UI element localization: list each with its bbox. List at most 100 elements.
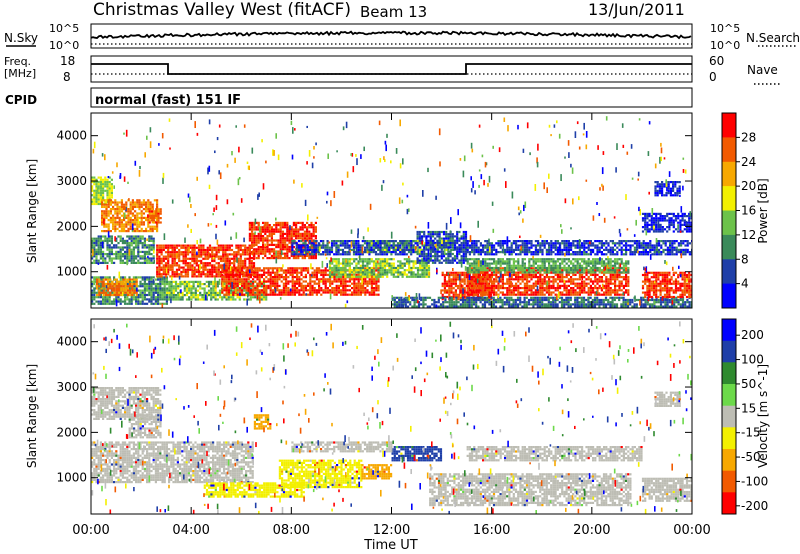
velocity-colorbar-tick-label: 15 — [741, 401, 756, 415]
noise-sky-label: N.Sky — [4, 31, 38, 45]
velocity-panel: 1000 2000 3000 4000 Slant Range [km] 200 100… — [25, 318, 770, 515]
power-y-tick-label: 1000 — [56, 265, 87, 279]
power-colorbar-tick-label: 24 — [741, 155, 756, 169]
velocity-colorbar-segment — [722, 384, 736, 407]
velocity-region-9 — [466, 446, 643, 462]
power-panel: 1000 2000 3000 4000 Slant Range [km] 4 8 12 16… — [25, 112, 770, 309]
velocity-colorbar-tick-label: 200 — [741, 328, 764, 342]
freq-tick-bottom: 8 — [63, 70, 71, 84]
velocity-colorbar-segment — [722, 340, 736, 363]
nave-label: Nave — [747, 63, 778, 77]
velocity-region-3 — [203, 482, 305, 498]
x-axis-label: Time UT — [363, 538, 417, 553]
velocity-region-12 — [253, 414, 272, 430]
velocity-region-5 — [361, 464, 393, 480]
power-speckle — [92, 116, 692, 308]
station-title: Christmas Valley West (fitACF) — [93, 0, 351, 20]
x-tick-label: 04:00 — [172, 523, 209, 538]
noise-panel: N.Sky 10^5 10^0 10^5 10^0 N.Search — [4, 22, 800, 52]
power-heatmap — [91, 116, 692, 308]
cpid-panel — [90, 87, 693, 108]
x-tick-label: 20:00 — [573, 523, 610, 538]
noise-sky-trace — [90, 30, 692, 40]
velocity-colorbar-tick-label: -15 — [741, 426, 761, 440]
power-region-20 — [641, 212, 692, 233]
noise-left-tick-top: 10^5 — [49, 22, 79, 35]
nave-tick-top: 60 — [709, 54, 724, 68]
freq-tick-top: 18 — [60, 54, 75, 68]
power-colorbar-segment — [722, 283, 736, 309]
velocity-colorbar-tick-label: -100 — [741, 474, 768, 488]
date-label: 13/Jun/2011 — [588, 0, 685, 19]
beam-label: Beam 13 — [360, 3, 427, 21]
power-colorbar-segment — [722, 137, 736, 163]
freq-label-line2: [MHz] — [4, 67, 36, 80]
velocity-speckle — [91, 321, 692, 514]
power-region-13 — [416, 230, 468, 264]
power-region-17 — [466, 240, 692, 256]
velocity-heatmap — [91, 321, 692, 514]
velocity-colorbar-tick-label: 100 — [741, 353, 764, 367]
x-tick-label: 12:00 — [373, 523, 410, 538]
velocity-colorbar-tick-label: -50 — [741, 450, 761, 464]
power-colorbar-tick-label: 4 — [741, 277, 749, 291]
noise-left-tick-bottom: 10^0 — [49, 39, 79, 52]
power-colorbar-segment — [722, 259, 736, 285]
cpid-label: CPID — [5, 93, 37, 107]
velocity-colorbar-segment — [722, 362, 736, 385]
power-y-tick-label: 4000 — [56, 129, 87, 143]
x-tick-label: 08:00 — [273, 523, 310, 538]
power-colorbar-label: Power [dB] — [756, 178, 770, 243]
power-colorbar-tick-label: 28 — [741, 130, 756, 144]
velocity-colorbar-segment — [722, 405, 736, 428]
power-region-3 — [91, 235, 155, 264]
velocity-region-1 — [91, 441, 254, 484]
velocity-colorbar-segment — [722, 492, 736, 515]
power-colorbar-tick-label: 8 — [741, 252, 749, 266]
power-region-12 — [291, 240, 417, 256]
velocity-y-axis-label: Slant Range [km] — [25, 364, 39, 468]
power-region-7 — [248, 221, 317, 260]
cpid-value: normal (fast) 151 IF — [95, 93, 241, 108]
velocity-y-tick-label: 3000 — [56, 380, 87, 394]
power-region-19 — [641, 271, 692, 299]
noise-right-tick-top: 10^5 — [710, 22, 740, 35]
velocity-colorbar-segment — [722, 427, 736, 450]
x-tick-label: 16:00 — [473, 523, 510, 538]
velocity-y-tick-label: 1000 — [56, 471, 87, 485]
frequency-trace — [91, 63, 692, 75]
noise-search-label: N.Search — [746, 31, 800, 45]
power-region-21 — [654, 181, 681, 197]
power-colorbar-segment — [722, 113, 736, 138]
power-region-10 — [328, 258, 431, 278]
velocity-region-8 — [429, 473, 632, 507]
power-region-6 — [156, 244, 256, 278]
power-colorbar-segment — [722, 234, 736, 260]
velocity-y-tick-label: 4000 — [56, 335, 87, 349]
power-region-16 — [466, 258, 630, 274]
velocity-colorbar-tick-label: 50 — [741, 377, 756, 391]
power-y-tick-label: 3000 — [56, 174, 87, 188]
velocity-y-tick-label: 2000 — [56, 425, 87, 439]
power-region-0 — [91, 176, 113, 206]
velocity-region-4 — [278, 459, 363, 489]
x-tick-label: 00:00 — [673, 523, 710, 538]
power-colorbar-segment — [722, 161, 736, 187]
freq-label-line1: Freq. — [4, 55, 31, 68]
power-colorbar-tick-label: 16 — [741, 204, 756, 218]
velocity-region-7 — [291, 441, 393, 453]
power-colorbar-segment — [722, 186, 736, 211]
power-colorbar-tick-label: 20 — [741, 179, 756, 193]
power-region-5 — [96, 278, 138, 297]
noise-right-tick-bottom: 10^0 — [710, 39, 740, 52]
power-region-2 — [148, 208, 162, 224]
velocity-colorbar-label: Velocity [m s^-1] — [756, 364, 770, 468]
frequency-panel: Freq. [MHz] 18 8 60 0 Nave — [4, 54, 782, 85]
power-y-tick-label: 2000 — [56, 219, 87, 233]
nave-tick-bottom: 0 — [709, 70, 717, 84]
x-tick-label: 00:00 — [72, 523, 109, 538]
time-axis: 00:00 04:00 08:00 12:00 16:00 20:00 00:00 — [72, 113, 711, 538]
power-y-axis-label: Slant Range [km] — [25, 159, 39, 263]
power-region-18 — [391, 296, 692, 308]
